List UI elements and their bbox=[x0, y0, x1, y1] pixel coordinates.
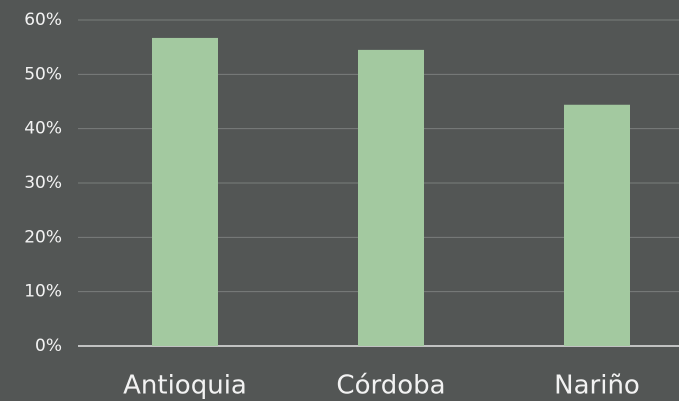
y-tick-label: 50% bbox=[24, 64, 62, 84]
bar bbox=[358, 49, 424, 347]
bar bbox=[152, 37, 218, 347]
x-tick-label: Antioquia bbox=[123, 371, 247, 401]
bar bbox=[564, 104, 630, 346]
y-tick-label: 40% bbox=[24, 119, 62, 139]
y-tick-label: 20% bbox=[24, 227, 62, 247]
y-tick-label: 0% bbox=[35, 336, 62, 356]
x-tick-label: Nariño bbox=[554, 371, 640, 401]
y-tick-label: 10% bbox=[24, 282, 62, 302]
y-tick-label: 60% bbox=[24, 10, 62, 30]
y-tick-label: 30% bbox=[24, 173, 62, 193]
x-tick-label: Córdoba bbox=[336, 371, 445, 401]
